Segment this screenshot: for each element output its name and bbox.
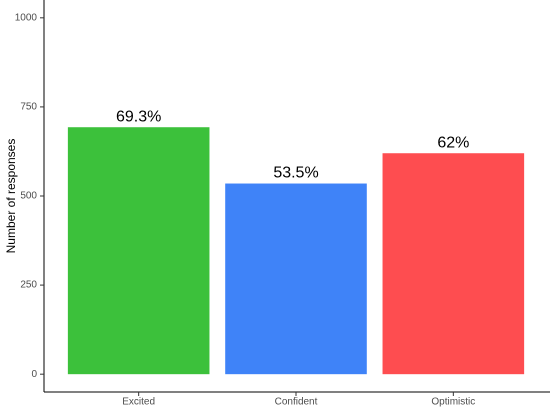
x-tick-label: Excited	[122, 397, 155, 408]
x-tick-label: Confident	[275, 397, 318, 408]
y-axis-label: Number of responses	[4, 139, 18, 254]
x-tick-label: Optimistic	[431, 397, 475, 408]
value-label: 53.5%	[273, 165, 318, 182]
value-label: 69.3%	[116, 108, 161, 125]
y-tick-label: 750	[20, 102, 37, 113]
bar	[67, 127, 210, 375]
value-label: 62%	[437, 134, 469, 151]
bar	[225, 183, 367, 375]
y-tick-label: 500	[20, 191, 37, 202]
y-tick-label: 250	[20, 280, 37, 291]
y-tick-label: 1000	[15, 12, 38, 23]
bar	[382, 153, 525, 375]
y-tick-label: 0	[31, 369, 37, 380]
